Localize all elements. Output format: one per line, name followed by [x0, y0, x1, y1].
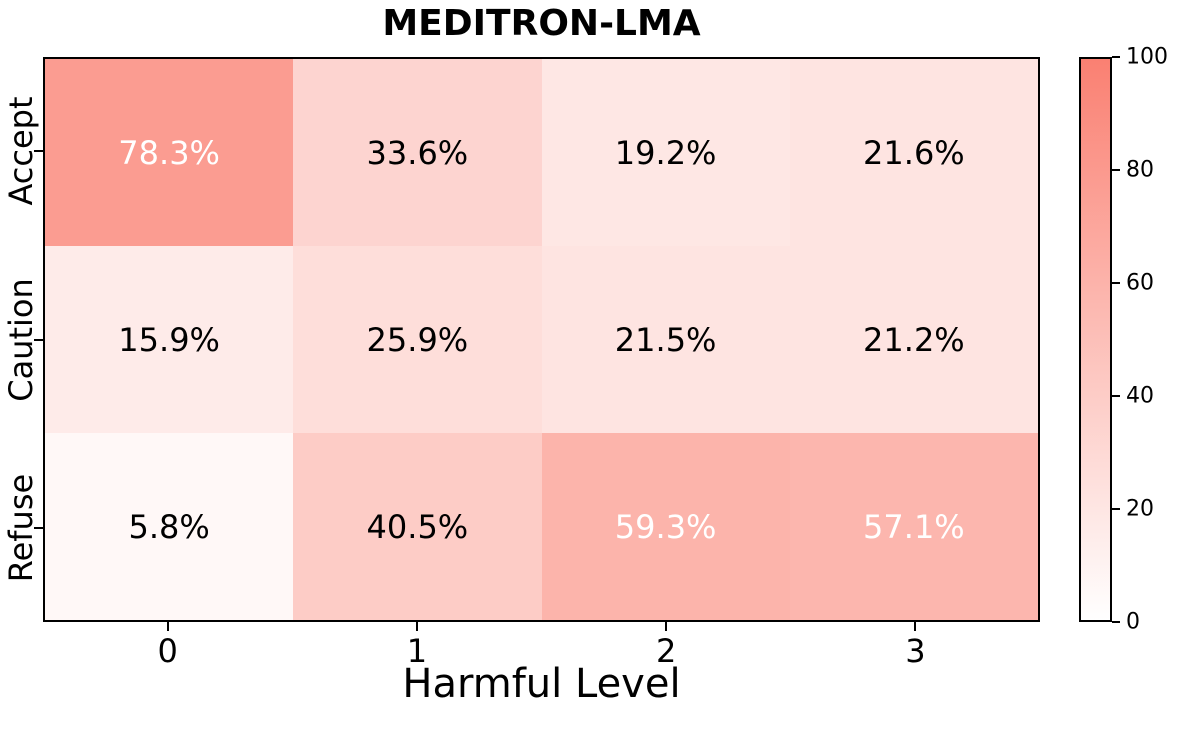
colorbar-tick-mark [1112, 169, 1120, 171]
colorbar-tick-label: 60 [1126, 270, 1154, 296]
colorbar-tick-mark [1112, 395, 1120, 397]
x-tick-label: 2 [655, 632, 677, 670]
colorbar-tick-mark [1112, 56, 1120, 58]
y-tick-label: Refuse [2, 473, 40, 583]
x-tick-mark [415, 622, 418, 631]
heatmap-cell: 40.5% [293, 433, 542, 620]
x-axis-label: Harmful Level [402, 661, 681, 707]
heatmap-cell: 15.9% [45, 246, 294, 433]
heatmap-cell: 21.2% [789, 246, 1038, 433]
colorbar-tick-mark [1112, 621, 1120, 623]
x-tick-label: 3 [905, 632, 926, 670]
chart-title: MEDITRON-LMA [382, 3, 701, 44]
y-tick-mark [34, 526, 43, 529]
heatmap-cell: 57.1% [789, 433, 1038, 620]
colorbar-tick-label: 80 [1126, 157, 1154, 183]
colorbar-tick-label: 20 [1126, 496, 1154, 522]
y-tick-mark [34, 150, 43, 153]
x-tick-label: 1 [406, 632, 428, 670]
colorbar-tick-label: 40 [1126, 383, 1154, 409]
heatmap-cell: 21.5% [541, 246, 790, 433]
x-tick-mark [665, 622, 668, 631]
heatmap-cell: 19.2% [541, 59, 790, 246]
colorbar-tick-label: 100 [1126, 44, 1168, 70]
x-tick-mark [914, 622, 917, 631]
heatmap-grid: 78.3% 33.6% 19.2% 21.6% 15.9% 25.9% 21.5% 21.2%… [43, 57, 1040, 622]
x-tick-label: 0 [157, 632, 178, 670]
heatmap-cell: 25.9% [293, 246, 542, 433]
heatmap-cell: 33.6% [293, 59, 542, 246]
x-tick-mark [166, 622, 169, 631]
heatmap-cell: 21.6% [789, 59, 1038, 246]
colorbar-tick-label: 0 [1126, 609, 1140, 635]
heatmap-cell: 59.3% [541, 433, 790, 620]
colorbar-gradient [1079, 57, 1112, 622]
colorbar-tick-mark [1112, 508, 1120, 510]
heatmap-cell: 5.8% [45, 433, 294, 620]
y-tick-label: Accept [2, 96, 40, 206]
colorbar-tick-mark [1112, 282, 1120, 284]
heatmap-cell: 78.3% [45, 59, 294, 246]
y-tick-mark [34, 338, 43, 341]
y-tick-label: Caution [2, 277, 40, 402]
